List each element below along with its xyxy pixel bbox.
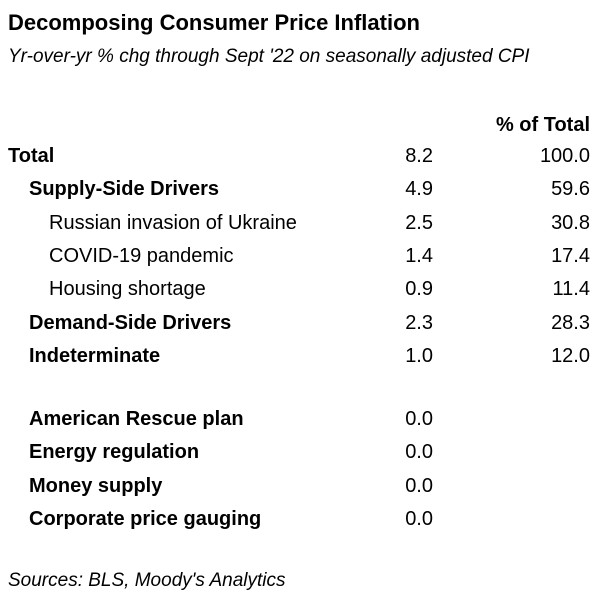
row-value: 2.5 [405,211,433,234]
row-label: Corporate price gauging [29,507,262,530]
table-row: Money supply 0.0 [0,475,596,505]
table-title: Decomposing Consumer Price Inflation [8,10,420,35]
row-pct-of-total: 17.4 [551,244,590,267]
row-value: 0.9 [405,278,433,301]
table-row: Total 8.2 100.0 [0,145,596,175]
table-row: American Rescue plan 0.0 [0,408,596,438]
row-value: 0.0 [405,474,433,497]
row-label: American Rescue plan [29,408,244,430]
table-row: Russian invasion of Ukraine 2.5 30.8 [0,212,596,242]
row-label: Total [8,145,55,167]
table-row: Demand-Side Drivers 2.3 28.3 [0,312,596,342]
pct-of-total-header: % of Total [495,114,590,136]
row-pct-of-total: 12.0 [551,344,590,367]
table-row: Supply-Side Drivers 4.9 59.6 [0,178,596,208]
row-pct-of-total: 28.3 [551,311,590,334]
row-pct-of-total: 30.8 [551,211,590,234]
row-value: 8.2 [405,145,433,167]
row-value: 4.9 [405,178,433,201]
source-note: Sources: BLS, Moody's Analytics [8,570,286,591]
table-row: Energy regulation 0.0 [0,441,596,471]
row-value: 2.3 [405,311,433,334]
row-value: 1.0 [405,344,433,367]
table-row: COVID-19 pandemic 1.4 17.4 [0,245,596,275]
row-label: Demand-Side Drivers [29,311,232,334]
row-pct-of-total: 100.0 [539,145,590,167]
row-label: Money supply [29,474,163,497]
table-row: Indeterminate 1.0 12.0 [0,345,596,375]
row-pct-of-total: 11.4 [552,278,590,301]
row-pct-of-total: 59.6 [551,178,590,201]
row-value: 1.4 [405,244,433,267]
row-label: Energy regulation [29,441,200,464]
table-row: Housing shortage 0.9 11.4 [0,278,596,308]
row-label: COVID-19 pandemic [49,244,234,267]
row-label: Supply-Side Drivers [29,178,220,201]
row-label: Russian invasion of Ukraine [49,211,297,234]
table-row: Corporate price gauging 0.0 [0,508,596,538]
row-value: 0.0 [405,441,433,464]
row-value: 0.0 [405,408,433,430]
row-value: 0.0 [405,507,433,530]
table-subtitle: Yr-over-yr % chg through Sept '22 on sea… [8,46,530,67]
row-label: Housing shortage [49,278,206,301]
row-label: Indeterminate [29,344,161,367]
